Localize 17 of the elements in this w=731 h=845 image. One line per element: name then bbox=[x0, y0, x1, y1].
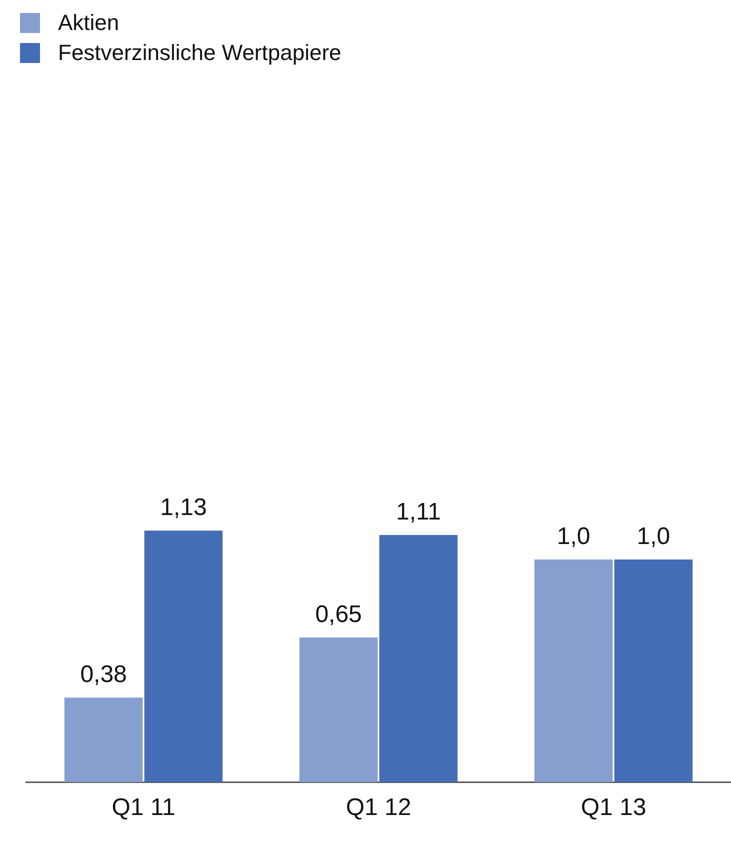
legend-label: Aktien bbox=[58, 10, 120, 36]
data-label: 1,0 bbox=[556, 523, 590, 550]
bar bbox=[144, 530, 223, 782]
data-label: 1,0 bbox=[636, 523, 670, 550]
bar bbox=[379, 535, 458, 782]
bar bbox=[299, 637, 378, 782]
data-label: 1,13 bbox=[160, 494, 207, 522]
bar bbox=[534, 560, 613, 782]
bar bbox=[64, 698, 143, 782]
x-tick-label: Q1 13 bbox=[580, 794, 646, 822]
x-tick-label: Q1 11 bbox=[112, 794, 176, 822]
legend-label: Festverzinsliche Wertpapiere bbox=[58, 40, 342, 66]
data-label: 1,11 bbox=[396, 498, 441, 526]
bar bbox=[614, 560, 693, 782]
data-label: 0,38 bbox=[80, 661, 127, 688]
data-label: 0,65 bbox=[315, 601, 362, 628]
x-tick-label: Q1 12 bbox=[346, 794, 412, 822]
